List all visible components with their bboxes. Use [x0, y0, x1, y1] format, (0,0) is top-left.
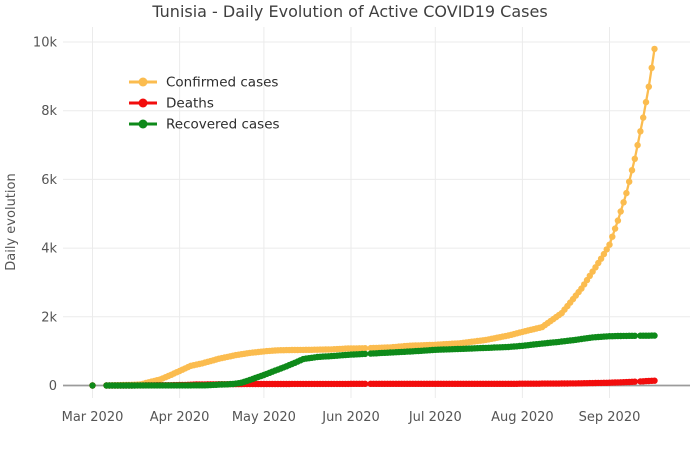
series-marker-confirmed [634, 141, 641, 149]
legend-label: Confirmed cases [166, 75, 278, 91]
legend-marker-icon [138, 77, 148, 87]
legend-item-recovered[interactable]: Recovered cases [129, 117, 280, 133]
y-axis-title: Daily evolution [4, 173, 19, 270]
legend: Confirmed cases Deaths Recovered cases [129, 75, 280, 133]
legend-marker-icon [138, 98, 148, 108]
series-marker-confirmed [611, 225, 619, 232]
x-tick-label: Mar 2020 [62, 410, 124, 425]
series-marker-recovered [89, 382, 96, 389]
series-marker-confirmed [640, 114, 647, 121]
series-marker-confirmed [620, 199, 627, 206]
x-tick-label: Aug 2020 [491, 410, 554, 425]
series-marker-confirmed [361, 345, 369, 352]
plot-area[interactable] [63, 27, 690, 398]
series-marker-confirmed [626, 178, 633, 185]
series-marker-recovered [361, 350, 369, 358]
series-marker-confirmed [631, 155, 638, 162]
series-marker-confirmed [648, 64, 655, 72]
series-marker-recovered [651, 332, 658, 339]
series-marker-confirmed [614, 217, 622, 224]
x-tick-label: Sep 2020 [579, 410, 641, 425]
y-tick-label: 10k [33, 36, 58, 51]
series-marker-confirmed [623, 189, 630, 197]
series-marker-confirmed [617, 208, 624, 215]
series-marker-confirmed [651, 45, 658, 53]
legend-label: Recovered cases [166, 117, 280, 133]
series-marker-confirmed [637, 128, 644, 135]
axis-labels: 0 2k 4k 6k 8k 10k Mar 2020 Apr 2020 May 2020 Jun … [33, 36, 640, 426]
legend-item-deaths[interactable]: Deaths [129, 96, 214, 112]
series-marker-confirmed [642, 98, 650, 106]
y-tick-label: 6k [41, 173, 57, 188]
series-marker-recovered [631, 332, 638, 339]
series-marker-confirmed [606, 241, 613, 248]
series-marker-confirmed [609, 233, 616, 240]
legend-label: Deaths [166, 96, 214, 112]
legend-marker-icon [138, 119, 148, 129]
y-tick-label: 2k [41, 310, 57, 325]
x-tick-label: May 2020 [232, 410, 296, 425]
y-tick-label: 4k [41, 242, 57, 257]
series-marker-deaths [651, 377, 658, 384]
y-tick-label: 8k [41, 104, 57, 119]
series-marker-confirmed [603, 246, 610, 253]
chart-title: Tunisia - Daily Evolution of Active COVI… [151, 2, 547, 21]
series-marker-confirmed [597, 255, 605, 262]
series-marker-confirmed [628, 167, 636, 174]
x-tick-label: Apr 2020 [150, 410, 210, 425]
series-recovered [89, 332, 658, 389]
series-marker-deaths [631, 378, 638, 385]
series-marker-confirmed [645, 83, 652, 90]
x-tick-label: Jun 2020 [321, 410, 380, 425]
legend-item-confirmed[interactable]: Confirmed cases [129, 75, 278, 91]
series-layer [89, 45, 658, 389]
x-tick-label: Jul 2020 [408, 410, 462, 425]
series-marker-deaths [361, 380, 369, 387]
y-tick-label: 0 [49, 379, 57, 394]
series-marker-confirmed [600, 250, 608, 258]
